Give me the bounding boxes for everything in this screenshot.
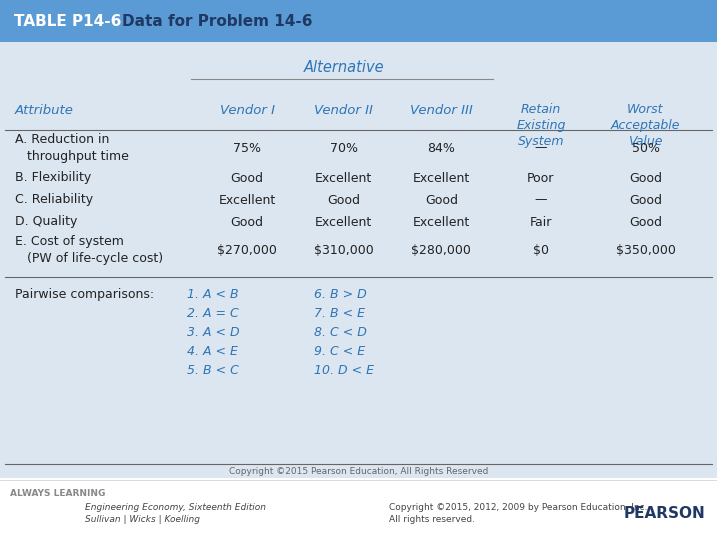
Text: $0: $0 — [533, 244, 549, 256]
Text: 6. B > D: 6. B > D — [314, 288, 366, 301]
Text: 2. A = C: 2. A = C — [187, 307, 239, 320]
Text: $310,000: $310,000 — [314, 244, 374, 256]
Text: 10. D < E: 10. D < E — [314, 364, 374, 377]
Text: Retain
Existing
System: Retain Existing System — [516, 103, 566, 148]
Text: Data for Problem 14-6: Data for Problem 14-6 — [122, 14, 312, 29]
Text: $280,000: $280,000 — [411, 244, 472, 256]
Text: 9. C < E: 9. C < E — [314, 345, 365, 358]
Text: 3. A < D: 3. A < D — [187, 326, 240, 339]
Text: Sullivan | Wicks | Koelling: Sullivan | Wicks | Koelling — [85, 516, 199, 524]
Text: Vendor II: Vendor II — [314, 105, 373, 118]
Text: 7. B < E: 7. B < E — [314, 307, 365, 320]
Text: 75%: 75% — [233, 141, 261, 154]
Text: Alternative: Alternative — [303, 60, 384, 76]
Text: Fair: Fair — [530, 215, 552, 228]
Text: Vendor I: Vendor I — [220, 105, 274, 118]
Text: B. Flexibility: B. Flexibility — [15, 172, 91, 185]
Text: 84%: 84% — [428, 141, 455, 154]
Text: 70%: 70% — [330, 141, 358, 154]
Text: D. Quality: D. Quality — [15, 215, 77, 228]
Text: Excellent: Excellent — [315, 215, 372, 228]
Text: TABLE P14-6: TABLE P14-6 — [14, 14, 122, 29]
Text: Good: Good — [629, 215, 662, 228]
Text: $270,000: $270,000 — [217, 244, 277, 256]
Text: ALWAYS LEARNING: ALWAYS LEARNING — [10, 489, 105, 498]
Text: Copyright ©2015, 2012, 2009 by Pearson Education, Inc.: Copyright ©2015, 2012, 2009 by Pearson E… — [389, 503, 647, 512]
Text: Excellent: Excellent — [315, 172, 372, 185]
FancyBboxPatch shape — [0, 42, 717, 478]
Text: All rights reserved.: All rights reserved. — [389, 516, 474, 524]
Text: Worst
Acceptable
Value: Worst Acceptable Value — [611, 103, 680, 148]
Text: Excellent: Excellent — [218, 193, 276, 206]
Text: Good: Good — [425, 193, 458, 206]
Text: —: — — [535, 193, 547, 206]
Text: Good: Good — [327, 193, 360, 206]
Text: Engineering Economy, Sixteenth Edition: Engineering Economy, Sixteenth Edition — [85, 503, 266, 512]
Text: Good: Good — [230, 215, 264, 228]
Text: E. Cost of system
   (PW of life-cycle cost): E. Cost of system (PW of life-cycle cost… — [15, 235, 163, 265]
Text: C. Reliability: C. Reliability — [15, 193, 93, 206]
Text: Good: Good — [230, 172, 264, 185]
Text: Excellent: Excellent — [413, 172, 470, 185]
Text: 1. A < B: 1. A < B — [187, 288, 239, 301]
Text: 4. A < E: 4. A < E — [187, 345, 238, 358]
Text: A. Reduction in
   throughput time: A. Reduction in throughput time — [15, 133, 129, 163]
Text: $350,000: $350,000 — [616, 244, 675, 256]
Text: Vendor III: Vendor III — [410, 105, 473, 118]
Text: Good: Good — [629, 193, 662, 206]
Text: Pairwise comparisons:: Pairwise comparisons: — [15, 288, 154, 301]
FancyBboxPatch shape — [0, 0, 717, 42]
Text: PEARSON: PEARSON — [624, 507, 706, 522]
Text: Copyright ©2015 Pearson Education, All Rights Reserved: Copyright ©2015 Pearson Education, All R… — [229, 467, 488, 476]
FancyBboxPatch shape — [0, 478, 717, 540]
Text: 5. B < C: 5. B < C — [187, 364, 239, 377]
Text: Attribute: Attribute — [15, 105, 74, 118]
Text: Excellent: Excellent — [413, 215, 470, 228]
Text: —: — — [535, 141, 547, 154]
Text: Poor: Poor — [527, 172, 554, 185]
Text: 8. C < D: 8. C < D — [314, 326, 366, 339]
Text: 50%: 50% — [631, 141, 660, 154]
Text: Good: Good — [629, 172, 662, 185]
